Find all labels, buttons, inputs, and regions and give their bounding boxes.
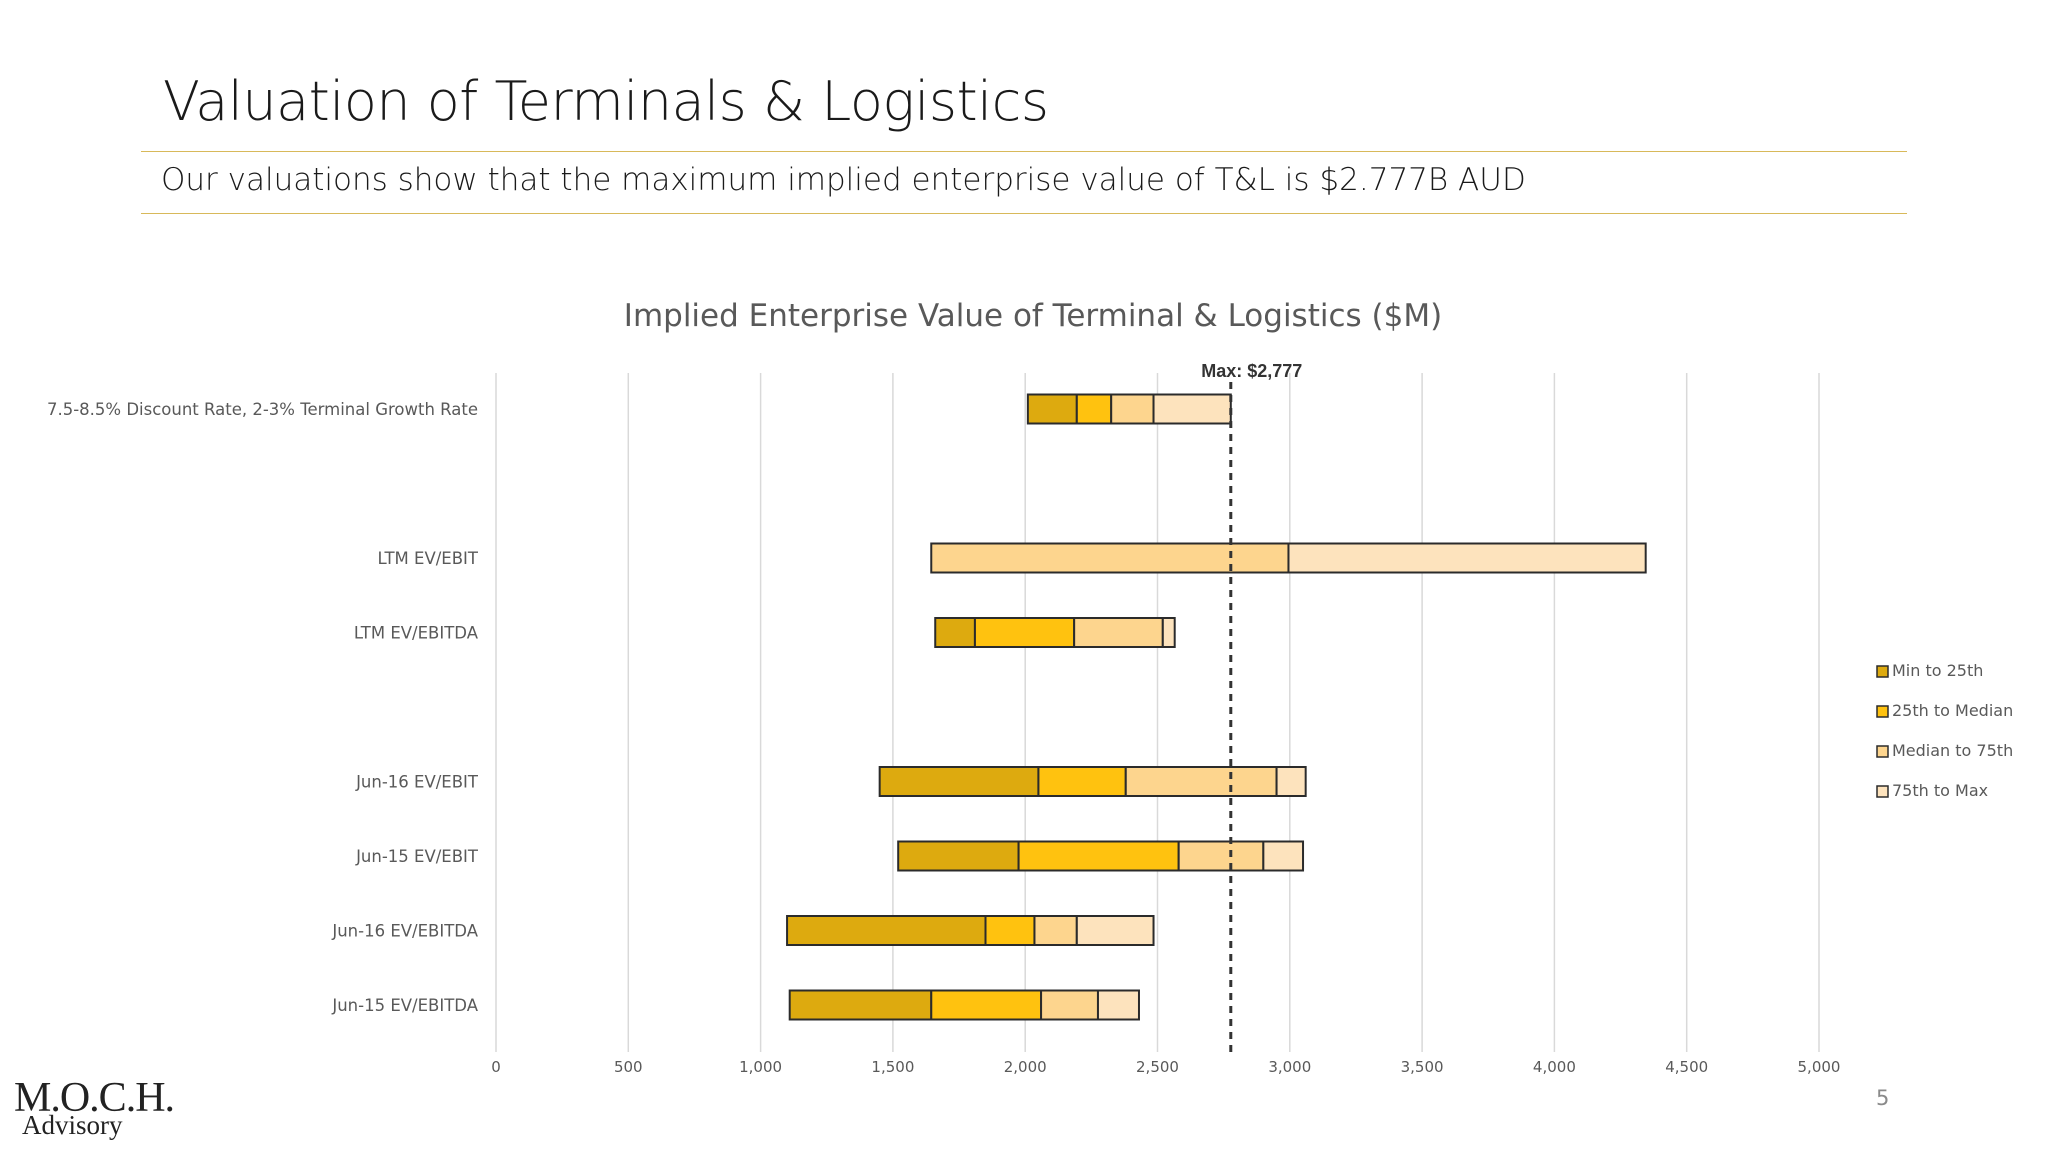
category-label: LTM EV/EBITDA	[354, 624, 479, 643]
legend-label: 75th to Max	[1892, 781, 1988, 800]
logo-line-1: M.O.C.H.	[14, 1075, 175, 1121]
range-segment	[1037, 766, 1127, 797]
range-segment	[786, 915, 987, 946]
x-tick-label: 2,000	[1004, 1058, 1047, 1076]
range-segment	[1017, 840, 1180, 872]
range-segment	[930, 989, 1043, 1021]
range-segment	[1033, 915, 1078, 946]
moch-advisory-logo: M.O.C.H. Advisory	[14, 1074, 184, 1144]
range-segment	[934, 617, 976, 648]
x-tick-label: 3,500	[1401, 1058, 1444, 1076]
x-tick-label: 1,500	[871, 1058, 914, 1076]
page-number: 5	[1876, 1086, 1890, 1110]
range-segment	[1075, 915, 1155, 946]
slide-title: Valuation of Terminals & Logistics	[163, 70, 1049, 133]
slide-subtitle: Our valuations show that the maximum imp…	[161, 162, 1526, 198]
legend-swatch	[1876, 785, 1889, 798]
legend-label: Median to 75th	[1892, 741, 2013, 760]
x-tick-label: 3,000	[1268, 1058, 1311, 1076]
legend-swatch	[1876, 745, 1889, 758]
x-tick-label: 4,500	[1665, 1058, 1708, 1076]
range-segment	[1073, 617, 1164, 648]
range-segment	[1124, 766, 1278, 797]
range-segment	[788, 989, 933, 1021]
legend-label: Min to 25th	[1892, 661, 1983, 680]
legend-swatch	[1876, 665, 1889, 678]
x-tick-label: 1,000	[739, 1058, 782, 1076]
title-divider	[141, 151, 1907, 152]
chart-title: Implied Enterprise Value of Terminal & L…	[624, 298, 1442, 334]
range-segment	[1262, 840, 1305, 872]
range-segment	[1026, 393, 1078, 425]
subtitle-divider	[141, 213, 1907, 214]
range-segment	[1275, 766, 1307, 797]
range-segment	[1177, 840, 1265, 872]
range-segment	[984, 915, 1036, 946]
category-label: LTM EV/EBIT	[378, 549, 479, 568]
legend-label: 25th to Median	[1892, 701, 2013, 720]
range-segment	[1152, 393, 1232, 425]
range-segment	[897, 840, 1020, 872]
category-label: Jun-15 EV/EBIT	[355, 847, 479, 866]
range-segment	[1287, 542, 1647, 574]
range-segment	[1110, 393, 1155, 425]
range-segment	[1096, 989, 1140, 1021]
x-tick-label: 2,500	[1136, 1058, 1179, 1076]
range-segment	[1040, 989, 1099, 1021]
category-label: Jun-16 EV/EBIT	[355, 773, 479, 792]
x-tick-label: 500	[614, 1058, 643, 1076]
x-tick-label: 4,000	[1533, 1058, 1576, 1076]
category-label: 7.5-8.5% Discount Rate, 2-3% Terminal Gr…	[47, 400, 478, 419]
logo-line-2: Advisory	[22, 1110, 123, 1140]
max-reference-label: Max: $2,777	[1201, 361, 1302, 381]
range-segment	[930, 542, 1290, 574]
x-tick-label: 5,000	[1798, 1058, 1841, 1076]
category-label: Jun-15 EV/EBITDA	[331, 996, 478, 1015]
legend-swatch	[1876, 705, 1889, 718]
category-label: Jun-16 EV/EBITDA	[331, 922, 478, 941]
range-segment	[1075, 393, 1113, 425]
x-tick-label: 0	[491, 1058, 501, 1076]
range-segment	[878, 766, 1040, 797]
range-segment	[973, 617, 1076, 648]
range-segment	[1161, 617, 1176, 648]
